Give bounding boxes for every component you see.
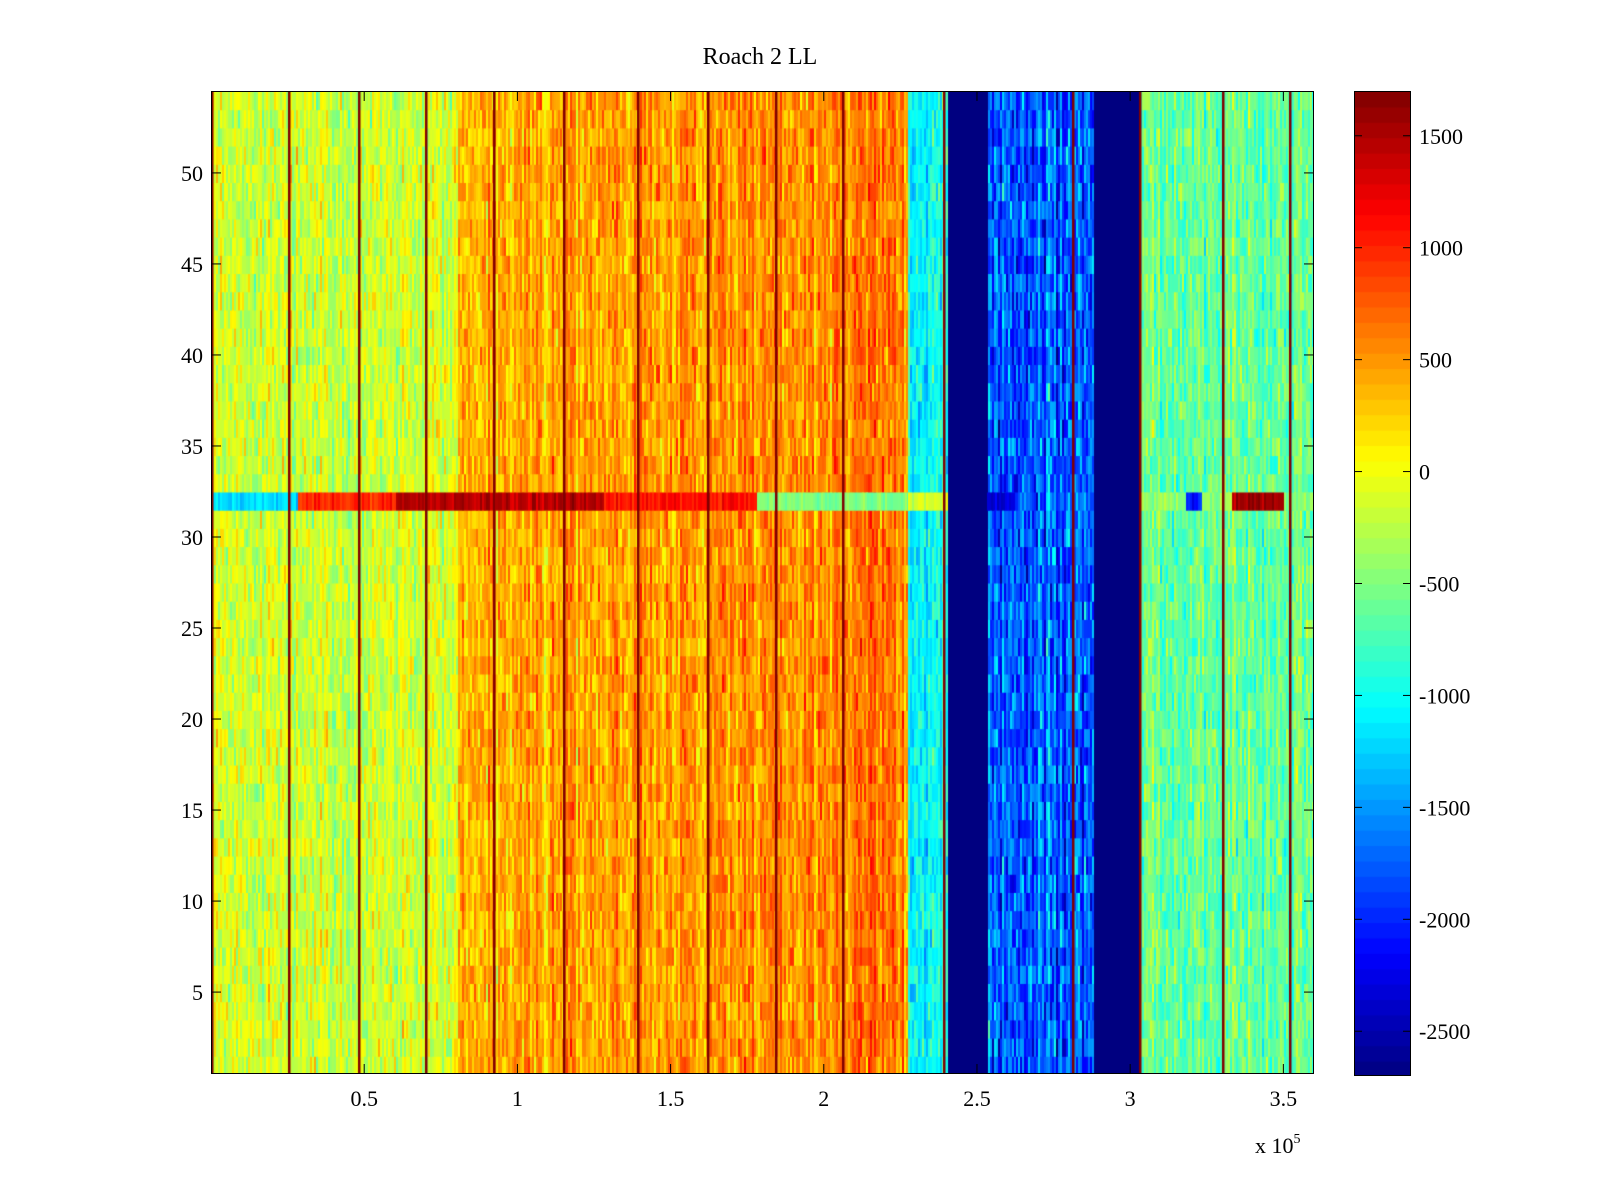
x-tick-label: 1.5 [657,1086,685,1111]
x-tick-label: 3.5 [1270,1086,1298,1111]
colorbar-tick-label: 500 [1419,348,1452,373]
y-tick-label: 50 [181,161,203,186]
chart-title: Roach 2 LL [702,44,818,70]
x-tick-label: 2 [818,1086,829,1111]
y-tick-label: 25 [181,616,203,641]
heatmap-plot-area [211,91,1314,1074]
x-tick-label: 2.5 [963,1086,991,1111]
heatmap-cells [212,92,1313,1073]
colorbar [1354,91,1411,1076]
colorbar-tick-label: 1000 [1419,236,1463,261]
y-tick-label: 35 [181,434,203,459]
x-exponent-power: 5 [1293,1131,1301,1147]
colorbar-tick-label: -1500 [1419,795,1470,820]
colorbar-tick-label: -2000 [1419,907,1470,932]
x-exponent-base: x 10 [1255,1133,1294,1158]
colorbar-tick-label: -1000 [1419,683,1470,708]
colorbar-tick-label: 1500 [1419,124,1463,149]
y-tick-label: 15 [181,798,203,823]
colorbar-tick-label: -2500 [1419,1019,1470,1044]
x-tick-label: 1 [512,1086,523,1111]
x-tick-label: 0.5 [350,1086,378,1111]
colorbar-gradient [1355,92,1410,1075]
x-tick-label: 3 [1125,1086,1136,1111]
y-tick-label: 30 [181,525,203,550]
x-axis-exponent: x 105 [1255,1131,1301,1159]
y-tick-label: 40 [181,343,203,368]
y-tick-label: 20 [181,707,203,732]
y-tick-label: 10 [181,889,203,914]
y-tick-label: 45 [181,252,203,277]
y-tick-label: 5 [192,980,203,1005]
colorbar-tick-label: -500 [1419,572,1459,597]
colorbar-tick-label: 0 [1419,460,1430,485]
